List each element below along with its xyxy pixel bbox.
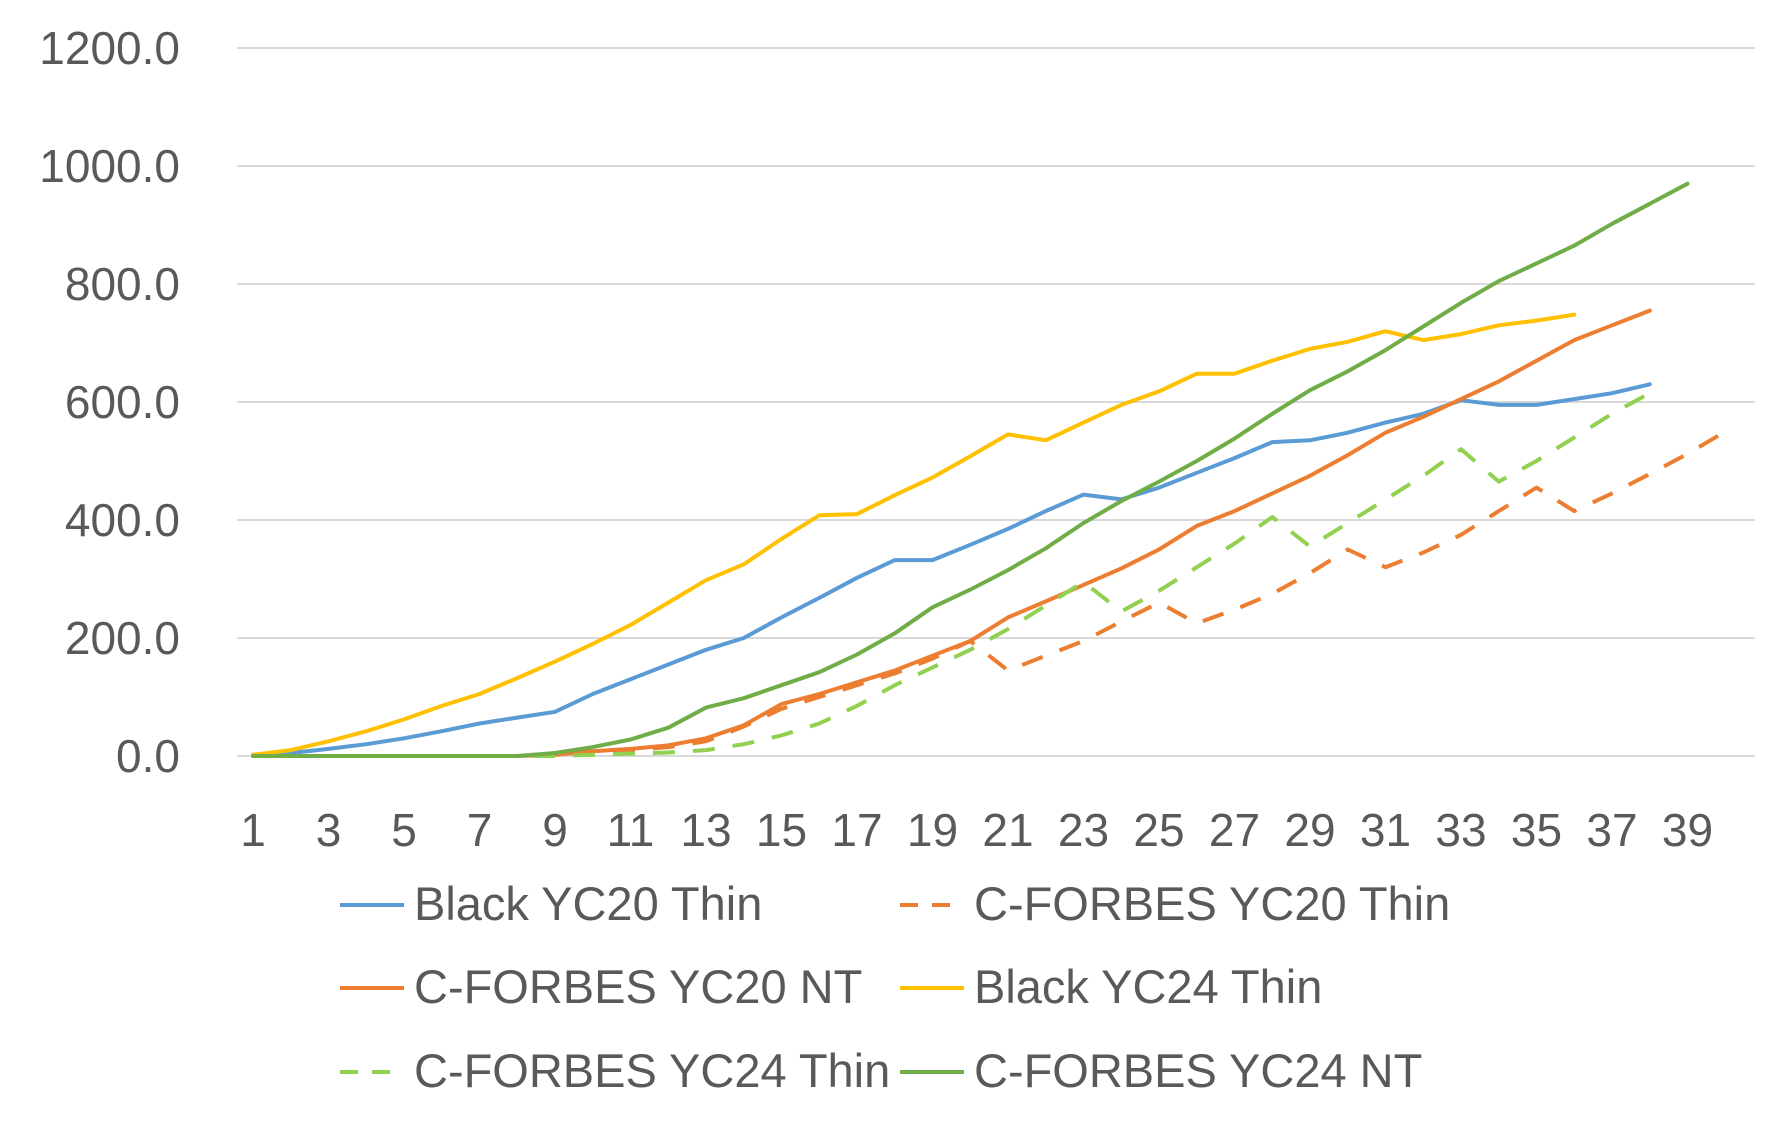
y-axis-ticks: 0.0 200.0 400.0 600.0 800.0 1000.0 1200.0	[39, 22, 180, 782]
series-line-3	[251, 312, 1577, 757]
y-tick-label: 600.0	[65, 376, 180, 428]
legend-item: C-FORBES YC24 Thin	[340, 1044, 890, 1097]
x-tick-label: 35	[1511, 804, 1562, 856]
x-tick-label: 7	[467, 804, 493, 856]
series-line-4	[253, 391, 1651, 758]
x-tick-label: 33	[1435, 804, 1486, 856]
y-tick-label: 800.0	[65, 258, 180, 310]
legend: Black YC20 Thin C-FORBES YC20 Thin C-FORBE…	[340, 877, 1450, 1097]
x-tick-label: 1	[240, 804, 266, 856]
legend-item: C-FORBES YC20 Thin	[900, 877, 1450, 930]
legend-label: C-FORBES YC24 Thin	[414, 1044, 890, 1097]
x-tick-label: 5	[391, 804, 417, 856]
series-line-0	[251, 382, 1652, 757]
x-tick-label: 37	[1586, 804, 1637, 856]
x-tick-label: 13	[680, 804, 731, 856]
x-tick-label: 21	[982, 804, 1033, 856]
x-tick-label: 15	[756, 804, 807, 856]
x-tick-label: 17	[831, 804, 882, 856]
x-tick-label: 29	[1284, 804, 1335, 856]
x-tick-label: 25	[1133, 804, 1184, 856]
y-tick-label: 400.0	[65, 494, 180, 546]
x-tick-label: 19	[907, 804, 958, 856]
series-line-5	[251, 181, 1690, 758]
legend-item: Black YC20 Thin	[340, 877, 762, 930]
x-tick-label: 31	[1360, 804, 1411, 856]
legend-label: C-FORBES YC24 NT	[974, 1044, 1422, 1097]
legend-item: C-FORBES YC20 NT	[340, 960, 862, 1013]
legend-label: Black YC20 Thin	[414, 877, 762, 930]
x-tick-label: 11	[607, 804, 655, 856]
y-tick-label: 200.0	[65, 612, 180, 664]
legend-label: C-FORBES YC20 NT	[414, 960, 862, 1013]
series-lines	[251, 181, 1727, 758]
legend-item: C-FORBES YC24 NT	[900, 1044, 1422, 1097]
x-tick-label: 39	[1662, 804, 1713, 856]
legend-item: Black YC24 Thin	[900, 960, 1322, 1013]
x-axis-ticks: 1 3 5 7 9 11 13 15 17 19 21 23 25 27 29 31 33 35 37 39	[240, 804, 1713, 856]
y-tick-label: 1200.0	[39, 22, 180, 74]
series-line-2	[251, 308, 1652, 758]
x-tick-label: 3	[316, 804, 342, 856]
y-tick-label: 0.0	[116, 730, 180, 782]
x-tick-label: 27	[1209, 804, 1260, 856]
x-tick-label: 9	[542, 804, 568, 856]
legend-label: Black YC24 Thin	[974, 960, 1322, 1013]
legend-label: C-FORBES YC20 Thin	[974, 877, 1450, 930]
x-tick-label: 23	[1058, 804, 1109, 856]
y-tick-label: 1000.0	[39, 140, 180, 192]
gridlines	[237, 47, 1755, 757]
